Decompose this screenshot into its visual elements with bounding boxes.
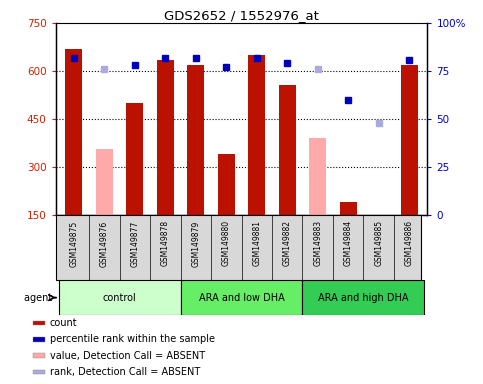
Text: agent: agent <box>24 293 55 303</box>
Text: GSM149879: GSM149879 <box>191 220 200 266</box>
Bar <box>340 202 356 215</box>
Bar <box>58 280 181 315</box>
Bar <box>187 65 204 215</box>
Text: GSM149882: GSM149882 <box>283 220 292 266</box>
Bar <box>248 55 265 215</box>
Text: count: count <box>50 318 77 328</box>
Text: GSM149881: GSM149881 <box>252 220 261 266</box>
Text: GSM149886: GSM149886 <box>405 220 413 266</box>
Bar <box>127 103 143 215</box>
Text: GSM149878: GSM149878 <box>161 220 170 266</box>
Text: percentile rank within the sample: percentile rank within the sample <box>50 334 214 344</box>
Text: GSM149877: GSM149877 <box>130 220 139 266</box>
Text: value, Detection Call = ABSENT: value, Detection Call = ABSENT <box>50 351 205 361</box>
Text: GSM149875: GSM149875 <box>70 220 78 266</box>
Bar <box>157 60 174 215</box>
Bar <box>33 337 45 342</box>
Text: GSM149883: GSM149883 <box>313 220 322 266</box>
Text: ARA and high DHA: ARA and high DHA <box>318 293 409 303</box>
Text: ARA and low DHA: ARA and low DHA <box>199 293 284 303</box>
Bar <box>96 149 113 215</box>
Text: rank, Detection Call = ABSENT: rank, Detection Call = ABSENT <box>50 367 200 377</box>
Text: control: control <box>103 293 136 303</box>
Bar <box>33 370 45 374</box>
Bar <box>370 215 387 222</box>
Bar <box>279 86 296 215</box>
Text: GSM149884: GSM149884 <box>344 220 353 266</box>
Bar <box>181 280 302 315</box>
Text: GSM149876: GSM149876 <box>100 220 109 266</box>
Title: GDS2652 / 1552976_at: GDS2652 / 1552976_at <box>164 9 319 22</box>
Bar <box>33 353 45 358</box>
Text: GSM149880: GSM149880 <box>222 220 231 266</box>
Bar <box>302 280 425 315</box>
Bar <box>66 49 82 215</box>
FancyBboxPatch shape <box>56 215 421 280</box>
Bar <box>401 65 417 215</box>
Bar <box>218 154 235 215</box>
Bar <box>309 138 326 215</box>
Bar <box>33 321 45 325</box>
Text: GSM149885: GSM149885 <box>374 220 383 266</box>
